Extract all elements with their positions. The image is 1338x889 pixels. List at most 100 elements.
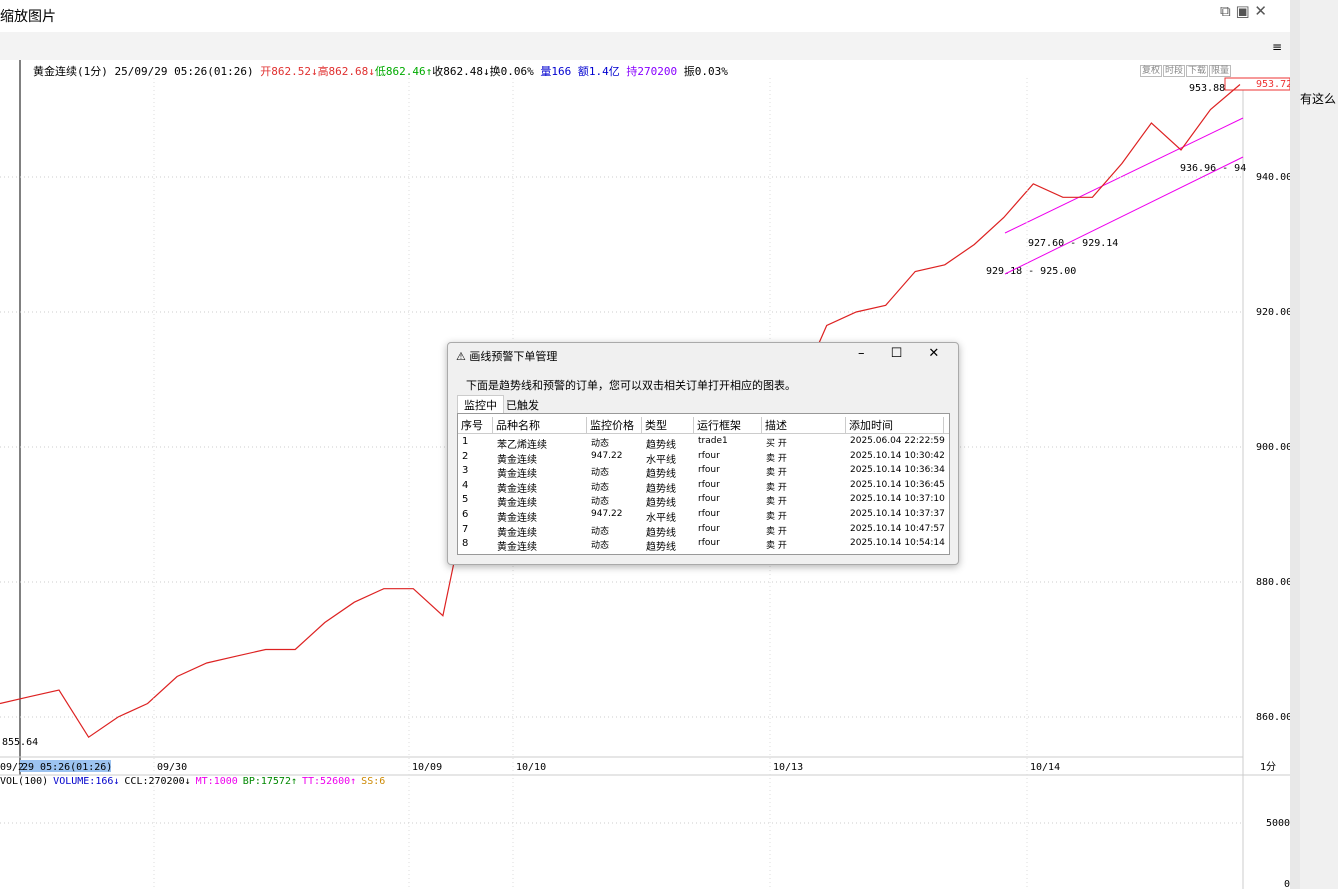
volume-tick: 0 xyxy=(1284,879,1290,889)
table-cell: 黄金连续 xyxy=(497,454,537,466)
table-cell: 买 开 xyxy=(766,439,787,449)
window-buttons[interactable]: ⧉ ▣ ✕ xyxy=(1220,2,1267,20)
date-label: 10/13 xyxy=(773,762,803,773)
order-table: 序号 品种名称 监控价格 类型 运行框架 描述 添加时间 1 苯乙烯连续 动态 趋势线 trade1 买… xyxy=(457,413,950,555)
table-cell: 趋势线 xyxy=(646,498,676,510)
dialog-title: ⚠ 画线预警下单管理 xyxy=(456,350,558,363)
table-cell: 动态 xyxy=(591,482,610,493)
table-cell: 卖 开 xyxy=(766,453,787,464)
table-cell: rfour xyxy=(698,538,720,549)
table-cell: 动态 xyxy=(591,468,610,479)
table-cell: 2025.10.14 10:54:14 xyxy=(850,538,945,549)
table-cell: rfour xyxy=(698,450,720,461)
table-cell: 7 xyxy=(462,523,469,535)
table-cell: 3 xyxy=(462,465,469,477)
annotation: 953.88 xyxy=(1189,83,1225,94)
amplitude: 振0.03% xyxy=(683,65,728,78)
y-tick-label: 860.00 xyxy=(1256,712,1290,723)
time: 25/09/29 05:26(01:26) xyxy=(114,65,254,78)
table-cell: 黄金连续 xyxy=(497,469,537,481)
table-cell: 947.22 xyxy=(591,450,623,461)
annotation: 927.60 - 929.14 xyxy=(1028,238,1118,249)
table-cell: 黄金连续 xyxy=(497,527,537,539)
table-cell: rfour xyxy=(698,479,720,490)
table-cell: 2025.10.14 10:36:45 xyxy=(850,479,945,490)
trend-line xyxy=(1004,156,1244,275)
table-cell: trade1 xyxy=(698,436,728,446)
table-cell: 趋势线 xyxy=(646,440,676,451)
symbol: 黄金连续(1分) xyxy=(33,65,108,78)
table-cell: 动态 xyxy=(591,526,610,537)
date-highlight xyxy=(20,760,111,772)
table-cell: 黄金连续 xyxy=(497,483,537,495)
table-header: 品种名称 xyxy=(496,417,587,433)
table-cell: 动态 xyxy=(591,541,610,552)
tab[interactable]: 监控中 xyxy=(457,395,504,414)
table-header: 运行框架 xyxy=(697,417,762,433)
date-label: 09/30 xyxy=(157,762,187,773)
table-header: 描述 xyxy=(765,417,846,433)
table-header: 类型 xyxy=(645,417,694,433)
table-cell: 2025.10.14 10:37:37 xyxy=(850,509,945,519)
table-cell: 水平线 xyxy=(646,454,676,466)
table-cell: 水平线 xyxy=(646,513,676,524)
dialog-title-text: 画线预警下单管理 xyxy=(469,350,558,363)
table-cell: 动态 xyxy=(591,497,610,508)
chart-button[interactable]: 下载 xyxy=(1186,65,1209,77)
table-cell: 动态 xyxy=(591,439,610,449)
table-cell: 卖 开 xyxy=(766,512,787,522)
last-price-box xyxy=(1224,77,1290,91)
side-panel xyxy=(1300,0,1338,889)
chart-button[interactable]: 时段 xyxy=(1163,65,1186,77)
table-cell: rfour xyxy=(698,523,720,534)
table-cell: 8 xyxy=(462,538,469,550)
toolbar xyxy=(0,32,1290,60)
volume-legend-item: CCL:270200↓ xyxy=(124,776,191,787)
high: 高862.68↓ xyxy=(317,65,375,78)
annotation: 936.96 - 94 xyxy=(1180,163,1246,174)
annotation: 855.64 xyxy=(2,737,38,748)
scroll-strip xyxy=(1290,0,1300,889)
date-label: 09/2 xyxy=(0,762,24,773)
amount: 额1.4亿 xyxy=(577,65,620,78)
dialog-desc: 下面是趋势线和预警的订单，您可以双击相关订单打开相应的图表。 xyxy=(466,379,796,392)
table-cell: 卖 开 xyxy=(766,526,787,537)
volume-legend-item: BP:17572↑ xyxy=(242,776,297,787)
table-cell: 黄金连续 xyxy=(497,498,537,510)
y-tick-label: 900.00 xyxy=(1256,442,1290,453)
hold: 持270200 xyxy=(626,65,678,78)
table-cell: rfour xyxy=(698,494,720,505)
table-cell: 黄金连续 xyxy=(497,513,537,524)
dialog-buttons[interactable]: – ☐ ✕ xyxy=(858,346,940,361)
date-label: 10/10 xyxy=(516,762,546,773)
table-cell: 2025.10.14 10:30:42 xyxy=(850,450,945,461)
turnover: 换0.06% xyxy=(489,65,534,78)
window-title: 缩放图片 xyxy=(0,9,56,25)
volume-legend-item: TT:52600↑ xyxy=(301,776,357,787)
table-cell: 6 xyxy=(462,509,469,520)
table-cell: 2025.10.14 10:36:34 xyxy=(850,465,945,476)
chart-button[interactable]: 限量 xyxy=(1209,65,1232,77)
table-cell: 趋势线 xyxy=(646,527,676,539)
table-cell: 5 xyxy=(462,494,469,506)
y-tick-label: 880.00 xyxy=(1256,577,1290,588)
tab[interactable]: 已触发 xyxy=(506,399,539,412)
annotation: 929.18 - 925.00 xyxy=(986,266,1076,277)
table-cell: 2025.10.14 10:47:57 xyxy=(850,523,945,534)
close: 收862.48↓ xyxy=(432,65,490,78)
last-price: 953.72 xyxy=(1256,79,1290,90)
table-header: 添加时间 xyxy=(849,417,944,433)
date-label: 10/09 xyxy=(412,762,442,773)
menu[interactable]: ≡ xyxy=(1272,40,1283,54)
info-line: 黄金连续(1分) 25/09/29 05:26(01:26) 开862.52↓高… xyxy=(33,63,728,79)
table-cell: 趋势线 xyxy=(646,483,676,495)
table-cell: 卖 开 xyxy=(766,541,787,552)
table-cell: 4 xyxy=(462,479,469,491)
chart-button[interactable]: 复权 xyxy=(1140,65,1163,77)
table-cell: 947.22 xyxy=(591,509,623,519)
table-cell: 卖 开 xyxy=(766,468,787,479)
table-cell: 2 xyxy=(462,450,469,462)
y-tick-label: 920.00 xyxy=(1256,307,1290,318)
date-label: 10/14 xyxy=(1030,762,1060,773)
